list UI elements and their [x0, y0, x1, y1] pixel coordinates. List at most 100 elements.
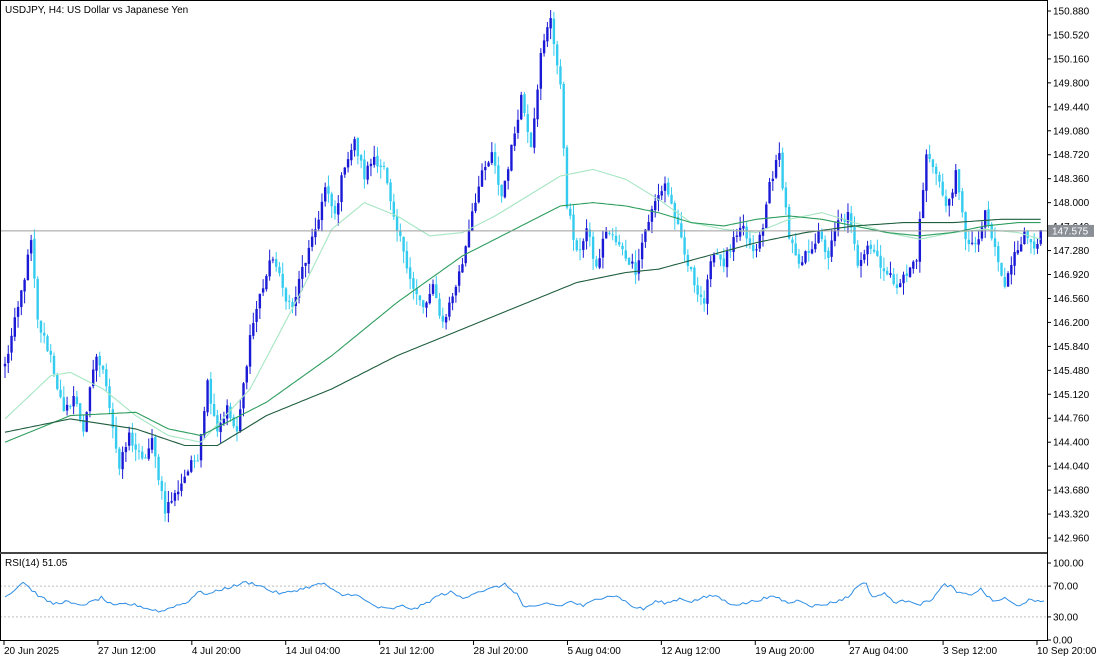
candle-body [876, 250, 879, 256]
candle-body [346, 159, 350, 168]
candle-body [92, 369, 95, 387]
y-tick-label: 145.480 [1053, 366, 1090, 377]
x-tick-label: 28 Jul 20:00 [474, 646, 529, 657]
candle-body [304, 262, 307, 266]
candle-body [562, 84, 565, 149]
candle-body [265, 275, 268, 290]
candle-body [1029, 239, 1033, 243]
candle-body [716, 253, 719, 255]
candle-body [938, 174, 941, 182]
candle-body [386, 167, 389, 184]
candle-body [288, 300, 291, 302]
candle-body [529, 132, 533, 148]
candle-body [967, 239, 971, 244]
candle-body [62, 397, 66, 412]
candle-body [471, 211, 474, 231]
candle-body [774, 160, 778, 178]
candle-body [820, 231, 824, 239]
candle-body [787, 206, 791, 239]
candle-body [696, 285, 699, 295]
x-tick-label: 14 Jul 04:00 [286, 646, 341, 657]
candle-body [699, 294, 703, 297]
candle-body [343, 167, 346, 175]
candle-body [474, 202, 477, 212]
rsi-pane[interactable] [0, 580, 1047, 618]
candle-body [980, 227, 984, 239]
candle-body [559, 66, 562, 85]
candle-body [836, 220, 840, 231]
current-price-badge [1048, 224, 1094, 237]
candle-body [732, 237, 735, 252]
candle-body [869, 244, 873, 249]
candle-body [395, 216, 399, 231]
candle-body [510, 144, 513, 171]
candle-body [977, 239, 980, 245]
candle-body [284, 288, 288, 302]
candle-body [186, 471, 190, 476]
x-tick-label: 27 Aug 04:00 [849, 646, 908, 657]
candle-body [794, 243, 797, 256]
candle-body [441, 315, 445, 322]
candle-body [497, 165, 500, 185]
candle-body [1036, 244, 1039, 249]
candle-body [644, 229, 647, 242]
candle-body [650, 209, 654, 222]
candle-body [65, 404, 69, 411]
candle-body [301, 266, 304, 279]
candle-body [1010, 265, 1013, 275]
candle-body [892, 274, 895, 285]
candle-body [78, 403, 82, 420]
candle-body [729, 250, 732, 252]
y-tick-label: 148.720 [1053, 150, 1090, 161]
candle-body [555, 44, 559, 66]
ma-slow-line [4, 218, 1041, 447]
candle-body [425, 302, 428, 308]
candle-body [957, 169, 961, 193]
candle-body [542, 40, 546, 54]
y-tick-label: 145.120 [1053, 390, 1090, 401]
candle-body [970, 242, 974, 244]
ma-mid-line [4, 202, 1041, 443]
candle-body [258, 293, 262, 309]
candle-body [95, 356, 98, 371]
candle-body [412, 278, 415, 289]
y-tick-label: 149.440 [1053, 102, 1090, 113]
candle-body [604, 231, 608, 239]
candle-body [735, 235, 739, 237]
candle-body [405, 250, 409, 269]
candle-body [667, 182, 670, 195]
candle-body [206, 380, 209, 413]
candle-body [330, 193, 333, 207]
candle-body [653, 201, 657, 211]
candle-body [575, 240, 578, 251]
y-tick-label: 143.680 [1053, 486, 1090, 497]
candle-body [905, 273, 908, 276]
x-tick-label: 12 Aug 12:00 [661, 646, 720, 657]
candle-body [477, 186, 480, 203]
candle-body [369, 163, 373, 167]
candle-body [523, 94, 526, 114]
candle-body [899, 283, 902, 288]
candle-body [526, 114, 529, 133]
price-pane[interactable] [0, 10, 1047, 523]
candle-body [75, 396, 79, 404]
candle-body [239, 409, 242, 432]
y-tick-label: 143.320 [1053, 510, 1090, 521]
candle-body [1019, 244, 1023, 252]
candle-body [520, 94, 523, 120]
candle-body [43, 332, 46, 336]
candle-body [105, 369, 108, 387]
candle-body [376, 155, 379, 167]
candle-body [212, 403, 216, 416]
candle-body [323, 187, 327, 202]
candle-body [686, 254, 690, 266]
candle-body [33, 238, 36, 279]
candle-body [546, 27, 549, 42]
candle-body [912, 261, 915, 269]
candle-body [513, 133, 516, 146]
candle-body [885, 270, 889, 275]
candle-body [804, 251, 807, 263]
candle-body [39, 320, 43, 333]
